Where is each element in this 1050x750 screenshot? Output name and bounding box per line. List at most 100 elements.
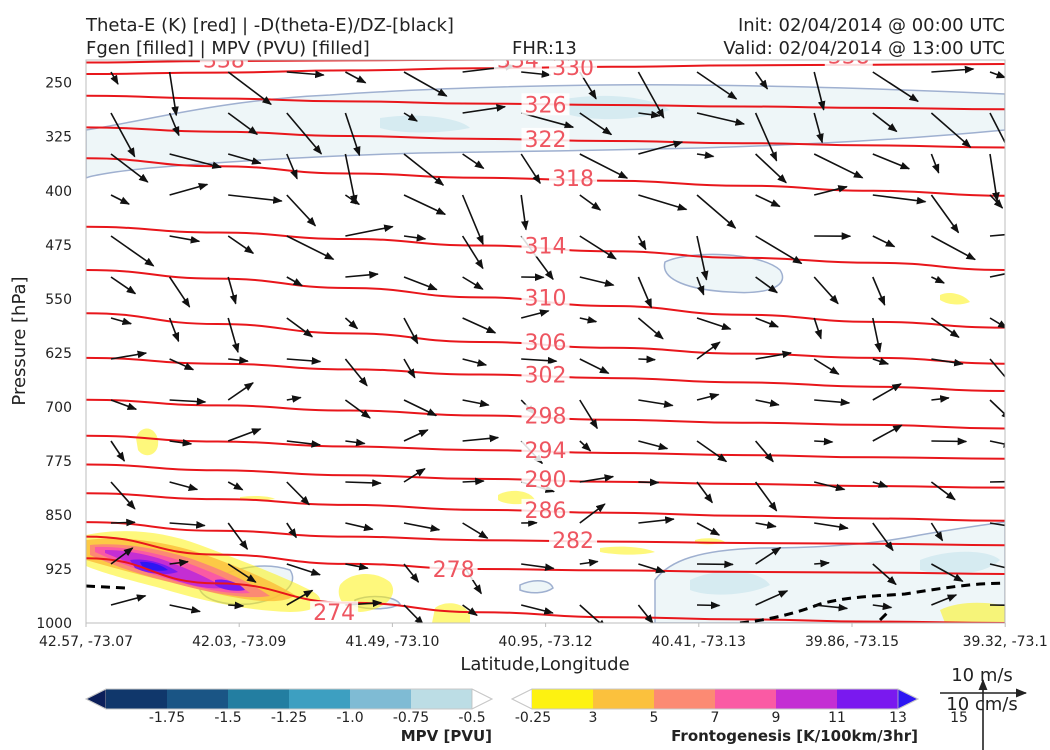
theta-e-label: 310 [525, 286, 567, 311]
circulation-vector [403, 194, 447, 216]
colorbar-outline [510, 688, 920, 710]
x-tick-label: 40.95, -73.12 [499, 634, 593, 650]
circulation-vector [169, 521, 206, 529]
circulation-vector [286, 563, 321, 576]
colorbar-segment [776, 689, 838, 709]
circulation-vector [989, 194, 1004, 209]
theta-e-label: 330 [552, 56, 594, 81]
colorbar-segment [837, 689, 899, 709]
circulation-vector [989, 71, 1005, 79]
circulation-vector [110, 276, 137, 295]
colorbar-tick-label: 11 [828, 710, 846, 726]
theta-e-label: 306 [525, 331, 567, 356]
circulation-vector [344, 317, 359, 330]
circulation-vector [345, 438, 366, 447]
circulation-vector [931, 358, 964, 367]
colorbar-tick-label: 13 [889, 710, 907, 726]
circulation-vector [696, 440, 728, 463]
circulation-vector [930, 481, 956, 501]
circulation-vector [813, 317, 822, 340]
circulation-vector [989, 112, 1005, 158]
circulation-vector [227, 153, 262, 165]
circulation-vector [579, 153, 629, 179]
circulation-vector [286, 589, 314, 606]
circulation-vector [931, 395, 950, 403]
circulation-vector [579, 316, 598, 324]
circulation-vector [110, 518, 136, 527]
circulation-vector [462, 153, 485, 170]
stability-contour-layer [86, 581, 1005, 623]
circulation-vector [520, 194, 529, 231]
circulation-vector [521, 356, 558, 365]
theta-e-label: 298 [525, 405, 567, 430]
theta-e-label-bg [521, 404, 570, 427]
theta-e-label: 326 [525, 93, 567, 118]
circulation-vector [872, 235, 896, 248]
circulation-vector [989, 317, 1005, 329]
circulation-vector [403, 71, 448, 97]
circulation-vector [286, 194, 317, 227]
circulation-vector [344, 153, 358, 205]
theta-e-label-bg [521, 331, 570, 354]
circulation-vector [696, 112, 746, 126]
y-tick-label: 850 [45, 508, 72, 524]
circulation-vector [345, 479, 382, 487]
circulation-vector [638, 110, 661, 119]
colorbar-extend-left [85, 688, 107, 710]
circulation-vector [638, 563, 666, 574]
circulation-vector [286, 481, 310, 506]
colorbar-tick-label: -1.75 [149, 710, 185, 726]
circulation-vector [696, 481, 713, 504]
colorbar-extend-right [471, 688, 493, 710]
circulation-vector [462, 104, 507, 114]
fgen-colorbar-label: Frontogenesis [K/100km/3hr] [671, 727, 918, 745]
circulation-vector [110, 112, 136, 158]
circulation-vector [169, 183, 209, 196]
circulation-vector-layer [110, 63, 1005, 623]
title-line-1: Theta-E (K) [red] | -D(theta-E)/DZ-[blac… [85, 15, 454, 36]
circulation-vector [579, 276, 615, 287]
circulation-vector [755, 153, 787, 184]
circulation-vector [403, 563, 420, 583]
circulation-vector [110, 153, 149, 183]
circulation-vector [462, 317, 497, 334]
circulation-vector [520, 112, 575, 129]
circulation-vector [754, 71, 769, 90]
circulation-vector [989, 153, 1000, 203]
circulation-vector [930, 317, 960, 338]
colorbar-tick-label: 7 [711, 710, 720, 726]
circulation-vector [755, 399, 780, 407]
y-tick-label: 250 [45, 76, 72, 92]
circulation-vector [110, 399, 138, 411]
mpv-region-low-right-core [690, 571, 770, 595]
circulation-vector [462, 276, 484, 290]
circulation-vector [872, 153, 911, 170]
theta-e-label-bg [429, 557, 478, 580]
circulation-vector [461, 194, 484, 246]
mpv-region-upper-core-2 [380, 115, 470, 133]
colorbar-tick-label: -0.5 [458, 710, 485, 726]
circulation-vector [931, 235, 976, 261]
circulation-vector [754, 481, 778, 512]
circulation-vector [521, 604, 554, 615]
stability-contour-tail [878, 608, 892, 622]
circulation-vector [110, 547, 134, 565]
colorbar-tick-label: -1.0 [336, 710, 363, 726]
theta-e-label-bg [824, 60, 873, 67]
circulation-vector [344, 112, 361, 157]
circulation-vector [872, 602, 893, 611]
circulation-vector [989, 604, 1005, 607]
circulation-vector [872, 112, 898, 133]
circulation-vector [637, 71, 665, 119]
circulation-vector [403, 153, 445, 186]
circulation-vector [403, 522, 441, 532]
circulation-vector [872, 522, 894, 552]
fgen-region-f [940, 292, 970, 305]
circulation-vector [110, 194, 130, 205]
theta-e-contour-274 [86, 557, 1005, 623]
theta-e-label-bg [549, 60, 598, 78]
title-line-2: Fgen [filled] | MPV (PVU) [filled] [86, 38, 370, 59]
circulation-vector [344, 399, 371, 419]
circulation-vector [345, 71, 367, 84]
theta-e-label-bg [549, 529, 598, 552]
